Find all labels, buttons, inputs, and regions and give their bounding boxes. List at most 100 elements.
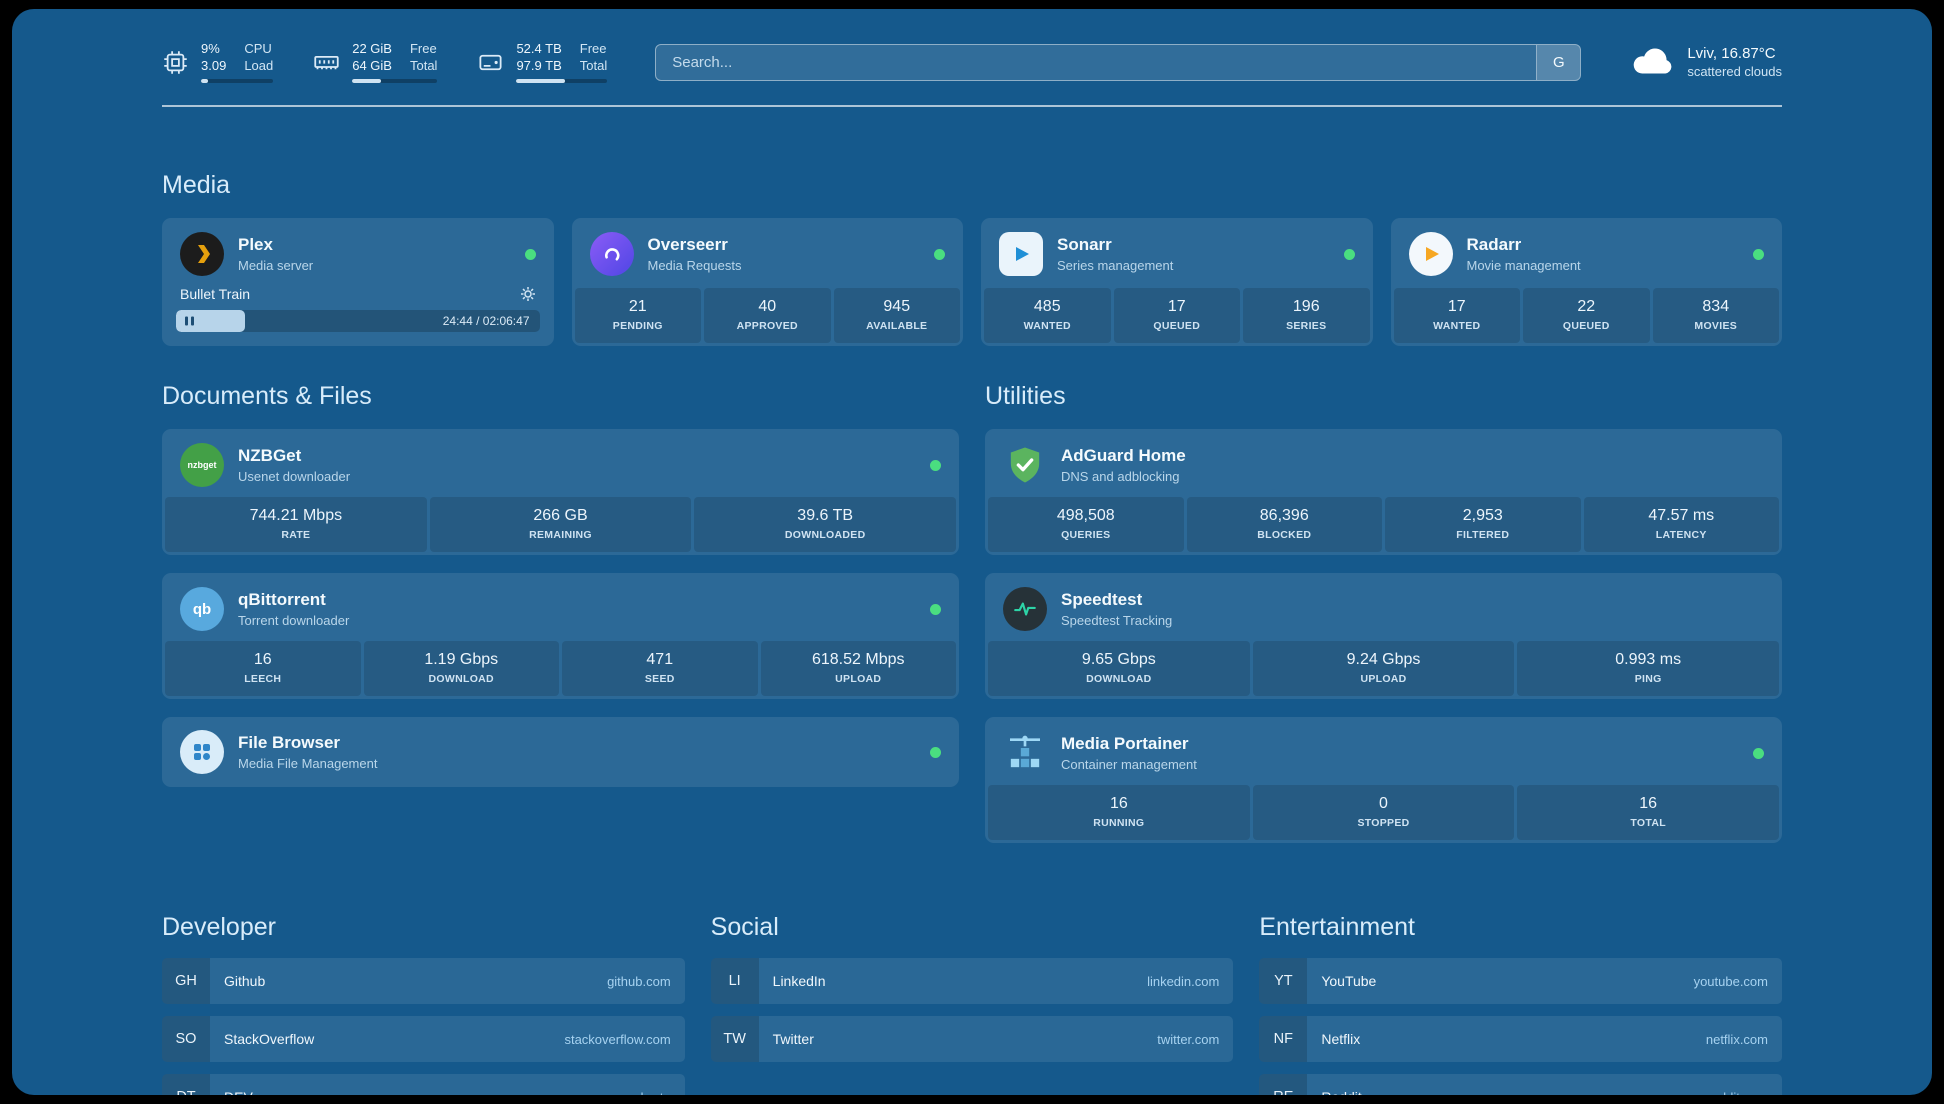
stat-tile: 498,508 QUERIES — [988, 497, 1184, 552]
stat-tile: 47.57 ms LATENCY — [1583, 497, 1779, 552]
bookmark-twitter[interactable]: TW Twitter twitter.com — [710, 1016, 1234, 1062]
service-subtitle: Movie management — [1466, 258, 1581, 273]
bookmark-abbr: DT — [162, 1074, 210, 1095]
stat-tile: 834 MOVIES — [1652, 288, 1779, 343]
bookmark-domain: reddit.com — [1707, 1074, 1782, 1096]
stat-tile: 22 QUEUED — [1523, 288, 1650, 343]
bookmark-github[interactable]: GH Github github.com — [162, 958, 685, 1004]
service-subtitle: Usenet downloader — [238, 469, 351, 484]
stat-tile: 471 SEED — [562, 641, 758, 696]
service-subtitle: Series management — [1057, 258, 1174, 273]
section-title-entertainment: Entertainment — [1259, 913, 1415, 941]
filebrowser-icon — [180, 730, 224, 774]
system-metrics: 9% 3.09 CPU Load — [162, 41, 608, 83]
service-subtitle: DNS and adblocking — [1061, 469, 1180, 484]
bookmark-stackoverflow[interactable]: SO StackOverflow stackoverflow.com — [162, 1016, 685, 1062]
now-playing-title: Bullet Train — [180, 286, 251, 302]
stat-tile: 16 LEECH — [165, 641, 361, 696]
service-name: qBittorrent — [238, 590, 326, 609]
bookmark-name: LinkedIn — [772, 973, 826, 989]
playback-time: 24:44 / 02:06:47 — [442, 314, 530, 328]
bookmark-name: Netflix — [1321, 1031, 1361, 1047]
stat-tile: 16 RUNNING — [988, 785, 1250, 840]
topbar-divider — [162, 105, 1782, 107]
stat-tile: 618.52 Mbps UPLOAD — [760, 641, 956, 696]
bookmark-reddit[interactable]: RE Reddit reddit.com — [1259, 1074, 1782, 1095]
service-name: Overseerr — [647, 235, 728, 254]
disk-free-label: Free — [579, 41, 607, 57]
cpu-metric: 9% 3.09 CPU Load — [162, 41, 274, 83]
bookmark-name: StackOverflow — [224, 1031, 315, 1047]
overseerr-icon — [589, 232, 634, 276]
stat-tile: 2,953 FILTERED — [1385, 497, 1581, 552]
bookmark-name: Github — [224, 973, 266, 989]
ram-free: 22 GiB — [352, 41, 392, 57]
stat-tile: 17 WANTED — [1393, 288, 1520, 343]
weather-widget[interactable]: Lviv, 16.87°C scattered clouds — [1629, 39, 1782, 85]
weather-location: Lviv, 16.87°C — [1687, 45, 1776, 62]
disk-total-label: Total — [579, 57, 608, 73]
cpu-progress-bar — [201, 78, 274, 83]
status-dot — [930, 459, 941, 471]
gear-icon[interactable] — [520, 286, 536, 302]
service-card-qbittorrent[interactable]: qb qBittorrent Torrent downloader 16 LEEC… — [162, 573, 959, 699]
bookmark-dev[interactable]: DT DEV dev.to — [162, 1074, 685, 1095]
service-card-adguard[interactable]: AdGuard Home DNS and adblocking 498,508 Q… — [985, 429, 1782, 555]
stat-tile: 86,396 BLOCKED — [1186, 497, 1382, 552]
stat-tile: 9.65 Gbps DOWNLOAD — [988, 641, 1250, 696]
service-card-nzbget[interactable]: nzbget NZBGet Usenet downloader 744.21 M… — [162, 429, 959, 555]
search-input[interactable] — [656, 44, 1537, 80]
stat-tile: 9.24 Gbps UPLOAD — [1252, 641, 1515, 696]
service-name: NZBGet — [238, 446, 302, 465]
status-dot — [934, 248, 945, 260]
ram-icon — [314, 55, 339, 69]
service-card-overseerr[interactable]: Overseerr Media Requests 21 PENDING 40 APP… — [571, 218, 963, 346]
service-subtitle: Media Requests — [647, 258, 742, 273]
stat-tile: 0 STOPPED — [1252, 785, 1515, 840]
plex-icon — [180, 232, 224, 276]
documents-column: Documents & Files nzbget NZBGet Usenet d… — [162, 382, 959, 843]
stat-tile: 39.6 TB DOWNLOADED — [694, 497, 957, 552]
qbittorrent-icon: qb — [180, 587, 224, 631]
bookmark-linkedin[interactable]: LI LinkedIn linkedin.com — [710, 958, 1234, 1004]
bookmark-abbr: YT — [1259, 958, 1308, 1004]
cpu-label: CPU — [244, 41, 272, 57]
playback-progress-bar[interactable]: 24:44 / 02:06:47 — [176, 310, 540, 332]
service-card-plex[interactable]: Plex Media server Bullet Train — [162, 218, 554, 346]
service-subtitle: Container management — [1061, 757, 1197, 772]
service-name: File Browser — [238, 733, 341, 752]
status-dot — [930, 746, 941, 758]
speedtest-icon — [1003, 587, 1047, 631]
status-dot — [1753, 248, 1764, 260]
ram-total-label: Total — [409, 57, 438, 73]
stat-tile: 16 TOTAL — [1517, 785, 1780, 840]
status-dot — [930, 603, 941, 615]
service-card-portainer[interactable]: Media Portainer Container management 16 R… — [985, 717, 1782, 843]
section-title-media: Media — [162, 171, 231, 199]
bookmarks-entertainment: Entertainment YT YouTube youtube.com NF … — [1259, 913, 1782, 1095]
pause-icon[interactable] — [185, 316, 194, 326]
bookmark-abbr: LI — [710, 958, 759, 1004]
ram-total: 64 GiB — [352, 57, 392, 73]
disk-icon — [479, 54, 502, 70]
service-card-sonarr[interactable]: Sonarr Series management 485 WANTED 17 QUE… — [981, 218, 1373, 346]
bookmark-domain: twitter.com — [1157, 1031, 1220, 1047]
bookmark-netflix[interactable]: NF Netflix netflix.com — [1259, 1016, 1782, 1062]
sonarr-icon — [999, 232, 1043, 276]
topbar: 9% 3.09 CPU Load — [162, 39, 1782, 85]
bookmark-name: Twitter — [772, 1031, 814, 1047]
bookmark-name: DEV — [210, 1074, 253, 1095]
service-card-filebrowser[interactable]: File Browser Media File Management — [162, 717, 959, 787]
bookmark-youtube[interactable]: YT YouTube youtube.com — [1259, 958, 1782, 1004]
bookmark-abbr: TW — [710, 1016, 759, 1062]
service-card-radarr[interactable]: Radarr Movie management 17 WANTED 22 QUEUE… — [1390, 218, 1782, 346]
search-provider-button[interactable]: G — [1536, 44, 1581, 80]
cpu-usage: 9% — [201, 41, 220, 57]
bookmark-abbr: NF — [1259, 1016, 1308, 1062]
disk-metric: 52.4 TB 97.9 TB Free Total — [477, 41, 608, 83]
ram-free-label: Free — [409, 41, 437, 57]
memory-metric: 22 GiB 64 GiB Free Total — [313, 41, 438, 83]
portainer-icon — [1003, 731, 1047, 775]
service-card-speedtest[interactable]: Speedtest Speedtest Tracking 9.65 Gbps DO… — [985, 573, 1782, 699]
bookmark-abbr: RE — [1259, 1074, 1308, 1095]
